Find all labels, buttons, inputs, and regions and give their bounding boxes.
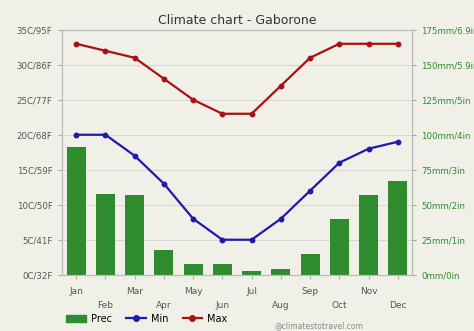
Text: Aug: Aug [272,301,290,310]
Bar [359,195,378,275]
Text: Feb: Feb [98,301,113,310]
Bar [125,195,144,275]
Text: Jul: Jul [246,287,257,296]
Text: May: May [184,287,202,296]
Bar [183,263,203,275]
Bar [213,263,232,275]
Legend: Prec, Min, Max: Prec, Min, Max [66,314,228,324]
Text: Jun: Jun [215,301,229,310]
Bar [388,181,407,275]
Bar [271,269,291,275]
Text: Nov: Nov [360,287,377,296]
Bar [96,194,115,275]
Bar [242,270,261,275]
Text: Dec: Dec [389,301,407,310]
Text: Oct: Oct [331,301,347,310]
Text: Sep: Sep [301,287,319,296]
Bar [301,254,319,275]
Text: Mar: Mar [126,287,143,296]
Bar [330,219,349,275]
Text: Jan: Jan [69,287,83,296]
Bar [155,250,173,275]
Title: Climate chart - Gaborone: Climate chart - Gaborone [158,14,316,27]
Text: Apr: Apr [156,301,172,310]
Text: @climatestotravel.com: @climatestotravel.com [275,321,364,330]
Bar [67,147,86,275]
